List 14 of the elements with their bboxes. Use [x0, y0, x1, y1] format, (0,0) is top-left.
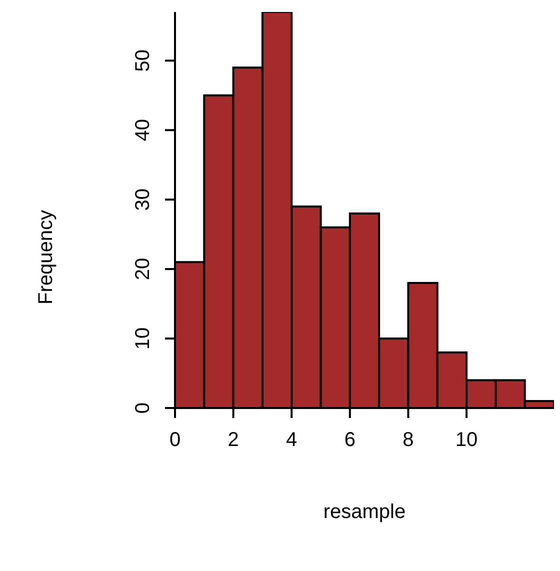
- x-tick-label: 4: [286, 429, 298, 452]
- x-tick-label: 8: [402, 429, 414, 452]
- y-tick-label: 30: [132, 188, 154, 211]
- y-tick-label: 50: [132, 50, 154, 72]
- y-axis-title: Frequency: [35, 210, 58, 304]
- x-tick-label: 2: [228, 429, 239, 452]
- y-tick-label: 0: [132, 402, 154, 414]
- y-tick-label: 40: [132, 118, 154, 142]
- x-tick-label: 10: [455, 429, 478, 452]
- x-axis-title: resample: [323, 501, 406, 523]
- y-tick-label: 20: [132, 258, 154, 280]
- x-tick-label: 0: [169, 429, 181, 452]
- x-tick-label: 6: [344, 429, 356, 452]
- y-tick-label: 10: [132, 327, 154, 350]
